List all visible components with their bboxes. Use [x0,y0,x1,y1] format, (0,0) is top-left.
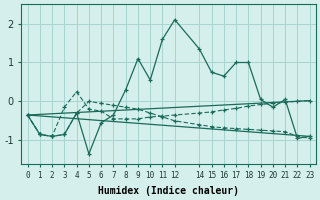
X-axis label: Humidex (Indice chaleur): Humidex (Indice chaleur) [98,186,239,196]
